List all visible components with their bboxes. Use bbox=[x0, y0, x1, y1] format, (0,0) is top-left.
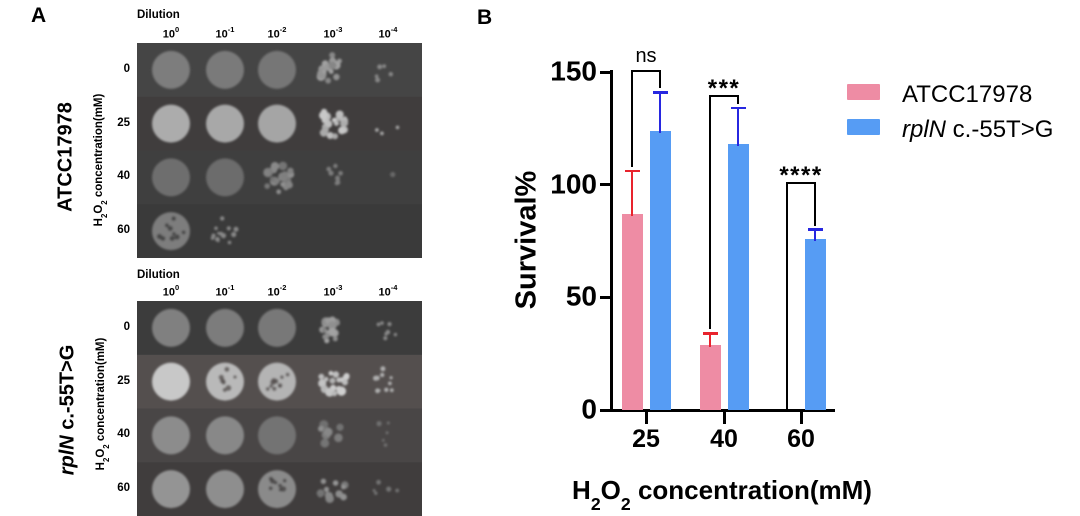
legend-regular-part: ATCC17978 bbox=[902, 81, 1033, 108]
h2o2-part: O bbox=[600, 475, 621, 505]
error-bar-stem bbox=[736, 108, 740, 147]
error-bar-stem bbox=[630, 171, 634, 216]
h2o2-sub: 2 bbox=[620, 494, 631, 515]
error-bar-cap bbox=[624, 169, 640, 173]
h2o2-conc-label: 0 bbox=[123, 62, 130, 75]
legend-regular-part: c.-55T>G bbox=[946, 116, 1054, 143]
h2o2-sub: 2 bbox=[100, 200, 110, 205]
x-axis-title: H2O2 concentration(mM) bbox=[572, 475, 872, 514]
x-axis-tick bbox=[722, 412, 726, 424]
strain-label-atcc17978: ATCC17978 bbox=[55, 102, 78, 212]
significance-bracket-right-leg bbox=[737, 94, 739, 105]
h2o2-part: O bbox=[92, 204, 105, 214]
x-tick-label: 40 bbox=[710, 425, 738, 453]
h2o2-axis-title-top: H2O2 concentration(mM) bbox=[92, 93, 110, 227]
significance-bracket-bar bbox=[709, 94, 739, 97]
dilution-value: 100 bbox=[162, 25, 180, 41]
legend-label-atcc17978: ATCC17978 bbox=[902, 81, 1032, 109]
panel-b-label: B bbox=[477, 6, 493, 29]
significance-bracket-bar bbox=[631, 69, 661, 72]
h2o2-part: O bbox=[94, 448, 107, 458]
strain-label-rpln: rplN c.-55T>G bbox=[57, 345, 80, 476]
significance-bracket-bar bbox=[786, 182, 816, 185]
x-tick-label: 25 bbox=[632, 425, 660, 453]
error-bar-cap bbox=[652, 91, 668, 94]
strain-italic-part: rplN bbox=[56, 435, 79, 476]
dilution-value: 10-2 bbox=[267, 25, 287, 41]
bar-rpln-c-55t-g-25 bbox=[649, 130, 671, 410]
error-bar-cap bbox=[730, 106, 746, 110]
error-bar-cap bbox=[807, 228, 823, 231]
significance-bracket-left-leg bbox=[631, 69, 633, 168]
dilution-value: 10-4 bbox=[378, 25, 398, 41]
y-tick-label: 100 bbox=[550, 168, 597, 200]
h2o2-conc-label: 60 bbox=[117, 482, 130, 495]
y-axis-tick bbox=[600, 70, 610, 74]
h2o2-conc-label: 25 bbox=[117, 374, 130, 387]
error-bar-stem bbox=[658, 92, 662, 133]
h2o2-part: H bbox=[94, 462, 107, 471]
legend-swatch-atcc17978 bbox=[847, 84, 880, 100]
y-axis-tick bbox=[600, 183, 610, 187]
significance-bracket-right-leg bbox=[814, 182, 816, 226]
h2o2-conc-label: 40 bbox=[117, 428, 130, 441]
significance-bracket-right-leg bbox=[659, 69, 661, 89]
strain-regular-part: c.-55T>G bbox=[56, 344, 79, 436]
legend-label-rpln: rplN c.-55T>G bbox=[902, 116, 1053, 144]
significance-label: *** bbox=[707, 74, 741, 102]
h2o2-axis-title-bottom: H2O2 concentration(mM) bbox=[94, 337, 112, 471]
dilution-value: 10-1 bbox=[215, 25, 235, 41]
y-axis-title: Survival% bbox=[510, 170, 543, 310]
h2o2-sub: 2 bbox=[100, 213, 110, 219]
h2o2-part: concentration(mM) bbox=[94, 337, 107, 445]
x-axis-line bbox=[610, 409, 835, 412]
dilution-header-bottom: Dilution bbox=[137, 269, 180, 281]
h2o2-part: concentration(mM) bbox=[92, 93, 105, 201]
h2o2-sub: 2 bbox=[590, 494, 601, 515]
h2o2-sub: 2 bbox=[102, 457, 112, 463]
h2o2-conc-label: 25 bbox=[117, 116, 130, 129]
dilution-value: 10-3 bbox=[323, 283, 343, 299]
dilution-value: 10-2 bbox=[267, 283, 287, 299]
error-bar-stem bbox=[708, 333, 712, 347]
h2o2-conc-label: 40 bbox=[117, 170, 130, 183]
spot-assay-photo-rpln bbox=[137, 301, 422, 516]
error-bar-stem bbox=[813, 229, 817, 241]
spot-assay-photo-atcc17978 bbox=[137, 43, 422, 258]
y-axis-tick bbox=[600, 295, 610, 299]
x-axis-tick bbox=[799, 412, 803, 424]
x-axis-tick bbox=[644, 412, 648, 424]
h2o2-sub: 2 bbox=[102, 444, 112, 449]
strain-regular-part: ATCC17978 bbox=[54, 102, 77, 212]
h2o2-conc-label: 60 bbox=[117, 224, 130, 237]
dilution-header-top: Dilution bbox=[137, 9, 180, 21]
significance-bracket-left-leg bbox=[709, 94, 711, 330]
h2o2-part: H bbox=[92, 218, 105, 227]
error-bar-cap bbox=[702, 332, 718, 335]
h2o2-part: H bbox=[572, 475, 591, 505]
dilution-value: 10-4 bbox=[378, 283, 398, 299]
significance-bracket-left-leg bbox=[786, 182, 788, 410]
bar-atcc17978-25 bbox=[621, 213, 643, 410]
dilution-value: 10-3 bbox=[323, 25, 343, 41]
y-tick-label: 150 bbox=[550, 55, 597, 87]
panel-a-label: A bbox=[31, 4, 47, 27]
bar-rpln-c-55t-g-60 bbox=[804, 238, 826, 410]
dilution-value: 100 bbox=[162, 283, 180, 299]
x-tick-label: 60 bbox=[787, 425, 815, 453]
legend-swatch-rpln bbox=[847, 119, 880, 135]
y-axis-line bbox=[610, 70, 613, 412]
h2o2-conc-label: 0 bbox=[123, 320, 130, 333]
significance-label: ns bbox=[635, 44, 657, 67]
bar-rpln-c-55t-g-40 bbox=[727, 144, 749, 410]
legend-italic-part: rplN bbox=[902, 116, 947, 143]
y-tick-label: 0 bbox=[581, 393, 597, 425]
bar-atcc17978-40 bbox=[699, 344, 721, 410]
h2o2-part: concentration(mM) bbox=[630, 475, 872, 505]
dilution-value: 10-1 bbox=[215, 283, 235, 299]
y-axis-tick bbox=[600, 408, 610, 412]
significance-label: **** bbox=[779, 162, 823, 190]
y-tick-label: 50 bbox=[565, 280, 597, 312]
